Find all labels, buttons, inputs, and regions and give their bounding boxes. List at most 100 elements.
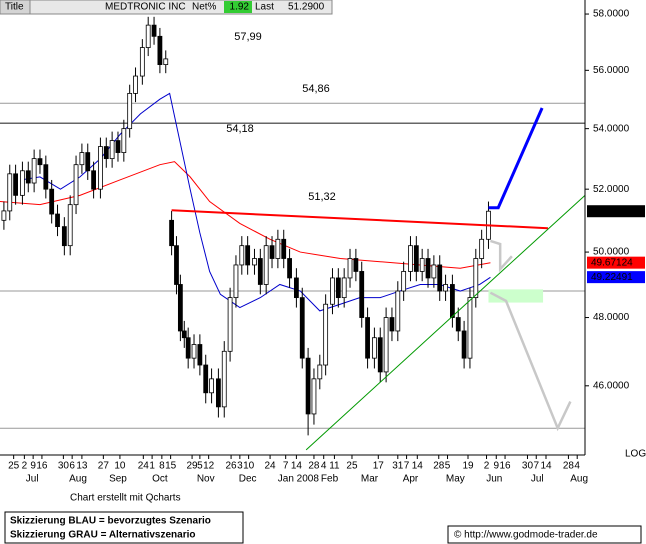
net-box [224,1,252,13]
candle-body [359,271,365,318]
y-tick-label: 52.0000 [593,184,630,195]
x-tick-label: 15 [165,461,177,472]
candle-body [365,317,370,359]
x-tick-label: 2 [484,461,490,472]
month-label: Sep [109,474,127,485]
month-label: Jun [486,474,502,485]
candle-body [281,238,287,259]
candle-body [335,277,341,299]
month-label: Mar [361,474,379,485]
candle-body [73,164,79,206]
x-tick-label: 2 [22,461,28,472]
trend-drawing [489,291,572,432]
x-tick-label: 10 [114,461,126,472]
candle-body [91,170,96,190]
candle-body [252,258,257,266]
candle-body [395,290,401,332]
x-tick-label: 3 [237,461,243,472]
candle-body [163,58,169,66]
x-tick-label: 16 [36,461,48,472]
candle-body [151,24,157,37]
x-tick-label: 25 [8,461,20,472]
candle-body [191,344,197,359]
site-box [447,525,642,544]
candle-body [383,317,389,373]
candle-body [330,277,335,305]
level-label: 51,32 [308,191,336,203]
month-label: Aug [69,474,87,485]
candle-body [169,219,175,247]
x-tick-label: 14 [291,461,303,472]
month-label: Jul [531,474,544,485]
net-label: Net% [192,2,217,13]
y-tick-label: 56.0000 [593,65,630,76]
candle-body [203,364,209,394]
y-tick-label: 48.0000 [593,312,630,323]
candle-body [443,284,448,292]
x-tick-label: 24 [138,461,150,472]
candle-body [49,188,55,215]
x-tick-label: 19 [462,461,474,472]
candle-body [177,284,183,332]
legend-grey: Skizzierung GRAU = Alternativszenario [10,530,196,541]
x-tick-label: 17 [373,461,385,472]
candle-body [377,337,383,373]
level-label: 57,99 [234,31,262,43]
x-tick-label: 27 [98,461,110,472]
x-tick-label: 29 [187,461,199,472]
plot: 57,99 54,86 54,18 51,32 [0,16,586,451]
x-tick-label: 4 [574,461,580,472]
trend-drawing [305,194,586,451]
x-tick-label: 7 [404,461,410,472]
candle-body [461,330,467,359]
candle-body [323,303,329,366]
x-tick-label: 24 [265,461,277,472]
candle-body [7,173,13,212]
candle-body [275,238,281,259]
x-tick-label: 31 [392,461,404,472]
title: Title [5,2,24,13]
y-tick-label: 58.0000 [593,9,630,20]
month-label: Apr [403,474,419,485]
candle-body [197,344,203,366]
candle-body [139,47,145,77]
last-value: 51.2900 [288,2,325,13]
x-tick-label: 14 [540,461,552,472]
x-tick-label: 7 [283,461,289,472]
candle-body [419,258,425,272]
trend-drawing [171,209,548,230]
value-box-label: 49.22491 [591,272,633,283]
candle-body [425,258,431,279]
x-tick-label: 30 [58,461,70,472]
x-tick-label: 26 [226,461,238,472]
value-box [587,256,645,269]
candle-body [299,297,305,359]
candle-body [473,258,479,299]
last-label: Last [255,2,274,13]
x-tick-label: 28 [433,461,445,472]
candle-body [245,245,251,266]
candle-body [133,75,138,94]
candle-body [293,277,299,299]
x-tick-label: 16 [499,461,511,472]
x-tick-label: 10 [243,461,255,472]
candle-body [209,378,214,394]
candle-body [185,337,191,359]
level-label: 54,86 [302,83,330,95]
candle-body [55,213,60,228]
candle-body [79,152,85,166]
month-label: Feb [321,474,339,485]
month-label: Jul [26,474,39,485]
net-value: 1.92 [230,2,250,13]
candle-body [257,258,263,285]
x-tick-label: 7 [533,461,539,472]
candle-body [269,245,275,259]
candle-body [37,158,43,166]
candle-body [31,158,37,184]
trend-drawing [490,239,513,273]
candle-body [233,264,239,299]
value-box [587,205,645,218]
y-tick-label: 50.0000 [593,247,630,258]
candle-body [413,245,419,272]
